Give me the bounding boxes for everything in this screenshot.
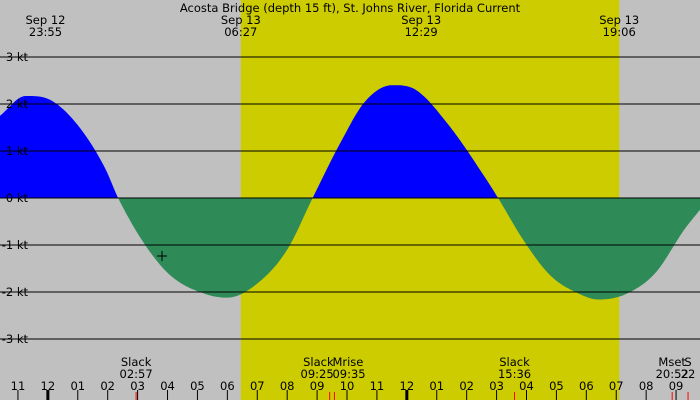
- bottom-event-name: Mrise: [332, 355, 363, 369]
- ebb-area-3: [498, 198, 700, 300]
- x-tick-label: 03: [489, 379, 504, 393]
- bottom-event-labels: Slack02:57Slack09:25Mrise09:35Slack15:36…: [120, 355, 696, 400]
- bottom-event-time: 20:52: [656, 367, 689, 381]
- x-tick-label: 06: [220, 379, 235, 393]
- top-event-date: Sep 13: [401, 13, 441, 27]
- y-tick-label: -2 kt: [2, 285, 29, 299]
- x-tick-label: 01: [429, 379, 444, 393]
- current-areas: [0, 85, 700, 300]
- top-event-date: Sep 13: [599, 13, 639, 27]
- top-event-time: 06:27: [224, 25, 257, 39]
- top-event-date: Sep 12: [25, 13, 65, 27]
- x-tick-label: 12: [400, 379, 415, 393]
- x-tick-label: 08: [280, 379, 295, 393]
- bottom-event-time: 15:36: [498, 367, 531, 381]
- chart-title: Acosta Bridge (depth 15 ft), St. Johns R…: [180, 1, 521, 15]
- y-tick-label: -3 kt: [2, 332, 29, 346]
- bottom-event-time: 09:25: [301, 367, 334, 381]
- x-tick-label: 08: [639, 379, 654, 393]
- bottom-event-name: S: [684, 355, 691, 369]
- x-tick-label: 07: [609, 379, 624, 393]
- y-tick-label: -1 kt: [2, 238, 29, 252]
- x-tick-label: 04: [160, 379, 175, 393]
- x-tick-label: 10: [340, 379, 355, 393]
- x-tick-label: 05: [549, 379, 564, 393]
- x-tick-label: 11: [11, 379, 26, 393]
- y-gridlines: [0, 56, 700, 340]
- x-tick-label: 09: [310, 379, 325, 393]
- y-axis-labels: 3 kt 2 kt 1 kt 0 kt -1 kt -2 kt -3 kt: [2, 50, 29, 346]
- top-event-date: Sep 13: [221, 13, 261, 27]
- x-tick-label: 09: [669, 379, 684, 393]
- x-tick-label: 02: [459, 379, 474, 393]
- x-tick-label: 06: [579, 379, 594, 393]
- y-tick-label: 3 kt: [6, 50, 29, 64]
- bottom-event-name: Slack: [121, 355, 152, 369]
- flood-area-0: [0, 96, 119, 198]
- x-tick-label: 11: [370, 379, 385, 393]
- ebb-area-1: [118, 198, 313, 298]
- x-tick-label: 12: [41, 379, 56, 393]
- bottom-event-time: 22: [681, 367, 696, 381]
- x-tick-label: 02: [100, 379, 115, 393]
- bottom-event-name: Slack: [303, 355, 334, 369]
- x-axis-ticks: 11 12 01 02 03 04 05 06 07 08 09 10 11 12 01 02 03 04 05 06…: [11, 379, 684, 400]
- y-tick-label: 2 kt: [6, 97, 29, 111]
- x-tick-label: 01: [70, 379, 85, 393]
- bottom-event-name: Mset: [658, 355, 686, 369]
- x-tick-label: 03: [130, 379, 145, 393]
- x-tick-label: 05: [190, 379, 205, 393]
- top-event-time: 19:06: [603, 25, 636, 39]
- x-tick-label: 04: [519, 379, 534, 393]
- flood-area-2: [312, 85, 499, 198]
- x-tick-label: 07: [250, 379, 265, 393]
- top-event-time: 12:29: [405, 25, 438, 39]
- bottom-event-time: 09:35: [332, 367, 365, 381]
- top-event-time: 23:55: [29, 25, 62, 39]
- y-tick-label: 0 kt: [6, 191, 29, 205]
- y-tick-label: 1 kt: [6, 144, 29, 158]
- cursor-crosshair: [157, 251, 167, 261]
- bottom-event-name: Slack: [499, 355, 530, 369]
- bottom-event-time: 02:57: [120, 367, 153, 381]
